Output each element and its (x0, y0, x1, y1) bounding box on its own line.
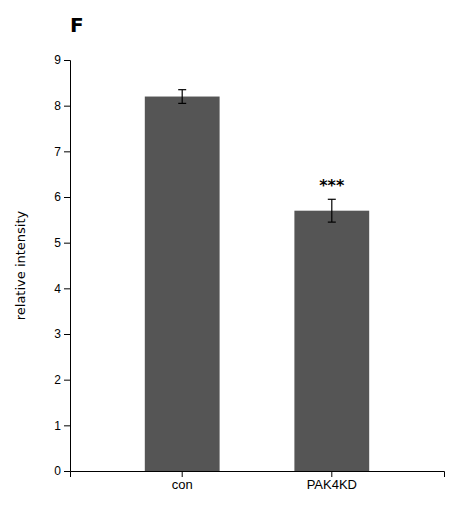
tick-mark (64, 425, 70, 426)
tick-mark (64, 60, 70, 61)
tick: 6 (54, 190, 70, 204)
tick-label: con (172, 477, 193, 492)
annotation: *** (319, 176, 345, 195)
error-cap (328, 199, 336, 200)
error-cap (328, 222, 336, 223)
error-cap (178, 89, 186, 90)
tick-label: 7 (54, 145, 61, 159)
bar (145, 97, 220, 471)
bar (294, 211, 369, 471)
tick: PAK4KD (307, 471, 357, 492)
tick: 8 (54, 99, 70, 113)
tick-label: PAK4KD (307, 477, 357, 492)
tick: 4 (54, 282, 70, 296)
tick: 5 (54, 236, 70, 250)
axis-line (71, 472, 445, 478)
tick-label: 4 (54, 282, 61, 296)
tick-mark (64, 471, 70, 472)
tick-label: 3 (54, 327, 61, 341)
tick-mark (64, 288, 70, 289)
marks (145, 90, 369, 471)
tick: 2 (54, 373, 70, 387)
error-cap (178, 103, 186, 104)
tick-mark (64, 197, 70, 198)
tick: con (172, 471, 193, 492)
chart: F 0 1 2 3 4 5 6 7 8 9 con PAK4KD relative intensity **… (0, 0, 474, 521)
x-axis: con PAK4KD (71, 471, 445, 492)
tick-mark (64, 243, 70, 244)
tick: 0 (54, 464, 70, 478)
tick: 7 (54, 145, 70, 159)
tick: 3 (54, 327, 70, 341)
error-line (182, 90, 183, 104)
tick-label: 0 (54, 464, 61, 478)
tick: 9 (54, 53, 70, 67)
tick-mark (331, 471, 332, 477)
y-axis: 0 1 2 3 4 5 6 7 8 9 (54, 53, 70, 478)
axis-line (64, 61, 71, 472)
plot: 0 1 2 3 4 5 6 7 8 9 con PAK4KD relative intensity *** (13, 53, 445, 492)
tick-label: 5 (54, 236, 61, 250)
axis-title: relative intensity (13, 210, 28, 320)
title: F (70, 13, 84, 37)
tick-label: 9 (54, 53, 61, 67)
tick-mark (64, 380, 70, 381)
error-bar (328, 199, 336, 222)
tick-label: 2 (54, 373, 61, 387)
tick-mark (64, 151, 70, 152)
tick-mark (64, 106, 70, 107)
tick-label: 1 (54, 419, 61, 433)
tick: 1 (54, 419, 70, 433)
tick-mark (182, 471, 183, 477)
tick-label: 6 (54, 190, 61, 204)
error-line (331, 199, 332, 222)
tick-label: 8 (54, 99, 61, 113)
error-bar (178, 90, 186, 104)
tick-mark (64, 334, 70, 335)
